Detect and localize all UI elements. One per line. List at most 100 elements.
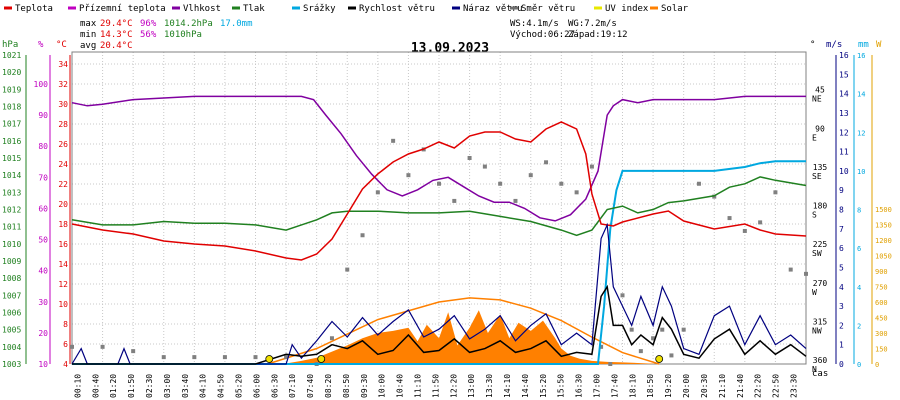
axis-hpa-tick: 1006: [2, 309, 21, 318]
wind-dir-point: [329, 336, 334, 341]
axis-unit-temp: °C: [56, 40, 67, 50]
wind-dir-point: [574, 190, 579, 195]
axis-dir-label: W: [812, 288, 817, 297]
axis-mm-tick: 0: [857, 361, 861, 369]
wind-dir-point: [788, 267, 793, 272]
axis-dir-label: E: [812, 133, 817, 142]
axis-temp-tick: 20: [58, 200, 68, 209]
legend-label: Tlak: [243, 4, 265, 14]
axis-temp-tick: 14: [58, 260, 68, 269]
solar-measured-area: [283, 310, 660, 364]
x-tick-label: 17:40: [610, 374, 619, 398]
plot-area: [70, 95, 808, 366]
stats-avg-label: avg: [80, 41, 96, 51]
axis-w-tick: 0: [875, 361, 879, 369]
axis-dir-tick: 180: [813, 202, 828, 211]
wind-dir-point: [544, 160, 549, 165]
axis-w-tick: 750: [875, 284, 888, 292]
x-tick-label: 17:00: [593, 374, 602, 398]
humidity-line: [71, 95, 806, 222]
stats-max-press: 1014.2hPa: [164, 19, 213, 29]
x-tick-label: 01:20: [109, 374, 118, 398]
x-tick-label: 02:30: [145, 374, 154, 398]
stats-min-label: min: [80, 30, 96, 40]
legend-label: Teplota: [15, 4, 53, 14]
solar-theoretical-line: [267, 297, 660, 365]
x-tick-label: 04:50: [217, 374, 226, 398]
axis-temp-tick: 6: [63, 340, 68, 349]
stats-max-rain: 17.0mm: [220, 19, 253, 29]
axis-temp-tick: 28: [58, 120, 68, 129]
axis-ms-tick: 10: [839, 167, 849, 176]
x-tick-label: 05:20: [235, 374, 244, 398]
x-tick-label: 03:40: [181, 374, 190, 398]
axis-dir-label: SE: [812, 172, 822, 181]
axis-pct-tick: 100: [34, 80, 49, 89]
axis-temp-tick: 22: [58, 180, 68, 189]
axis-dir-label: N: [812, 365, 817, 374]
stats-sunrise: Východ:06:27: [510, 30, 575, 40]
wind-dir-point: [452, 198, 457, 203]
axis-dir-tick: 45: [815, 86, 825, 95]
legend-label: Solar: [661, 4, 689, 14]
axis-ms-tick: 7: [839, 225, 844, 234]
stats-wg: WG:7.2m/s: [568, 19, 617, 29]
axis-w-tick: 1350: [875, 222, 892, 230]
wind-dir-point: [559, 181, 564, 186]
chart-title: 13.09.2023: [411, 41, 489, 56]
wind-dir-point: [773, 190, 778, 195]
x-tick-label: 15:20: [539, 374, 548, 398]
axis-hpa-tick: 1012: [2, 206, 21, 215]
axis-temp-tick: 24: [58, 160, 68, 169]
axis-unit-dir: °: [810, 40, 815, 50]
stats-min-hum: 56%: [140, 30, 157, 40]
legend-label: Směr větru: [521, 4, 575, 14]
axis-pct-tick: 10: [38, 360, 48, 369]
stats-min-press: 1010hPa: [164, 30, 202, 40]
wind-dir-point: [284, 355, 289, 360]
x-tick-label: 07:40: [306, 374, 315, 398]
x-tick-label: 10:00: [378, 374, 387, 398]
axis-ms-tick: 6: [839, 244, 844, 253]
wind-dir-point: [437, 181, 441, 186]
axis-mm-tick: 16: [857, 52, 865, 60]
axis-temp-tick: 10: [58, 300, 68, 309]
axis-mm-tick: 6: [857, 245, 861, 253]
wind-dir-point: [498, 181, 503, 186]
uv-marker: [265, 355, 274, 363]
wind-dir-point: [131, 349, 136, 354]
x-tick-label: 10:40: [396, 374, 405, 398]
legend-label: Srážky: [303, 4, 336, 14]
axis-ms-tick: 9: [839, 186, 844, 195]
axis-temp-tick: 18: [58, 220, 68, 229]
x-tick-label: 08:20: [324, 374, 333, 398]
stats-min-temp: 14.3°C: [100, 30, 133, 40]
wind-dir-point: [406, 173, 411, 178]
x-tick-label: 14:40: [521, 374, 530, 398]
axis-ms-tick: 1: [839, 341, 844, 350]
x-tick-label: 08:50: [342, 374, 351, 398]
pressure-line: [71, 176, 807, 237]
wind-dir-point: [100, 344, 105, 349]
axis-pct-tick: 20: [38, 329, 48, 338]
legend-label: Rychlost větru: [359, 4, 435, 14]
x-axis-ticks: 00:10 00:40 01:20 01:50 02:30 03:00 03:40 04:10…: [73, 374, 798, 398]
x-tick-label: 18:50: [646, 374, 655, 398]
wind-dir-point: [528, 173, 533, 178]
wind-dir-point: [467, 156, 472, 160]
temperature-line: [71, 121, 807, 261]
axis-ms-tick: 11: [839, 148, 849, 157]
axis-temp-tick: 4: [63, 360, 68, 369]
stats-sunset: Západ:19:12: [568, 30, 628, 40]
stats-block: max 29.4°C 96% 1014.2hPa 17.0mm min 14.3…: [80, 19, 628, 51]
wind-dir-point: [727, 216, 732, 221]
x-tick-label: 21:40: [736, 374, 745, 398]
axis-hpa-tick: 1021: [2, 51, 21, 60]
wind-dir-point: [651, 336, 656, 341]
axis-dir-tick: 225: [813, 240, 828, 249]
stats-avg-temp: 20.4°C: [100, 41, 133, 51]
x-tick-label: 18:10: [628, 374, 637, 398]
x-tick-label: 20:00: [682, 374, 691, 398]
axis-w-tick: 150: [875, 346, 888, 354]
x-tick-label: 22:20: [754, 374, 763, 398]
